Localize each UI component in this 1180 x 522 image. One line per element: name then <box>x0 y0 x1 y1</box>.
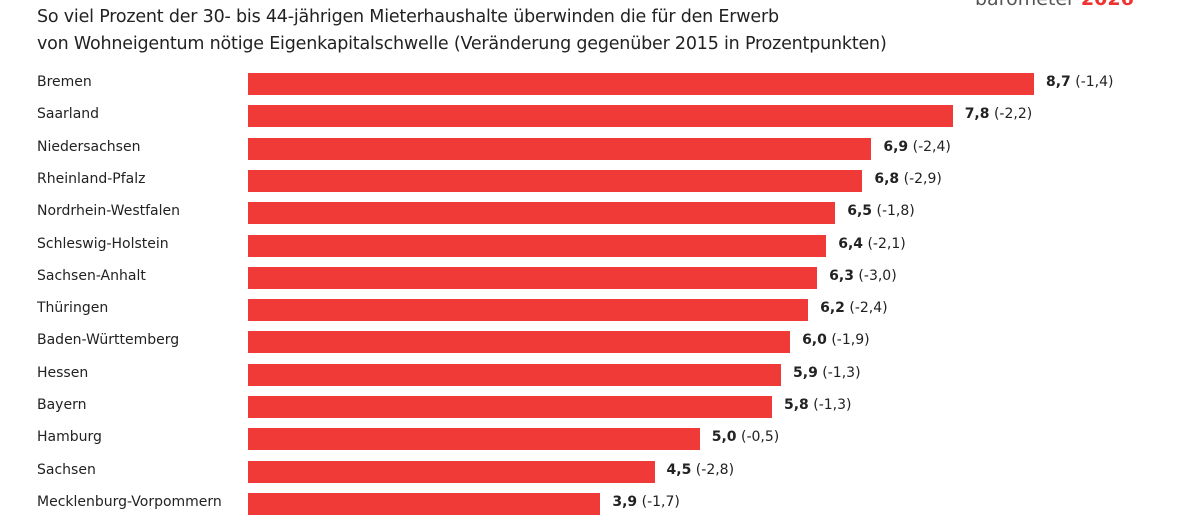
value-label: 6,4 (-2,1) <box>838 235 906 252</box>
bar <box>248 363 782 386</box>
category-label: Hamburg <box>37 429 102 446</box>
bar <box>248 105 953 128</box>
value-label: 5,9 (-1,3) <box>793 364 861 381</box>
bar <box>248 428 700 451</box>
bar-row: Rheinland-Pfalz 6,8 (-2,9) <box>0 167 1180 199</box>
category-label: Sachsen-Anhalt <box>37 267 146 284</box>
bar <box>248 73 1034 95</box>
bar <box>248 299 809 322</box>
category-label: Baden-Württemberg <box>37 332 180 349</box>
bar-row: Hessen 5,9 (-1,3) <box>0 361 1180 393</box>
value-label: 7,8 (-2,2) <box>964 106 1033 123</box>
bar <box>248 137 872 160</box>
bar-row: Nordrhein-Westfalen 6,5 (-1,8) <box>0 199 1180 231</box>
category-label: Sachsen <box>37 461 96 478</box>
bar <box>248 492 601 515</box>
value-label: 6,9 (-2,4) <box>883 138 951 155</box>
bar-row: Bremen 8,7 (-1,4) <box>0 70 1180 102</box>
category-label: Saarland <box>37 106 100 123</box>
bar-row: Sachsen 4,5 (-2,8) <box>0 458 1180 490</box>
value-label: 8,7 (-1,4) <box>1046 74 1114 90</box>
category-label: Thüringen <box>37 300 109 317</box>
value-label: 6,8 (-2,9) <box>874 170 942 187</box>
bar-row: Baden-Württemberg 6,0 (-1,9) <box>0 328 1180 360</box>
chart-title: So viel Prozent der 30- bis 44-jährigen … <box>37 4 887 58</box>
value-label: 6,0 (-1,9) <box>802 332 870 349</box>
value-label: 6,2 (-2,4) <box>820 300 888 317</box>
bar <box>248 234 827 257</box>
value-label: 4,5 (-2,8) <box>666 461 735 478</box>
bar <box>248 202 836 225</box>
bar-row: Bayern 5,8 (-1,3) <box>0 393 1180 425</box>
category-label: Schleswig-Holstein <box>37 235 169 252</box>
bar-row: Hamburg 5,0 (-0,5) <box>0 425 1180 457</box>
bar <box>248 460 655 483</box>
title-line-1: So viel Prozent der 30- bis 44-jährigen … <box>37 7 779 27</box>
bar <box>248 266 818 289</box>
category-label: Bayern <box>37 397 87 413</box>
category-label: Mecklenburg-Vorpommern <box>37 493 222 510</box>
bar-row: Sachsen-Anhalt 6,3 (-3,0) <box>0 264 1180 296</box>
category-label: Rheinland-Pfalz <box>37 170 146 187</box>
bar <box>248 331 791 354</box>
bar-row: Mecklenburg-Vorpommern 3,9 (-1,7) <box>0 490 1180 522</box>
bar-row: Thüringen 6,2 (-2,4) <box>0 296 1180 328</box>
title-line-2: von Wohneigentum nötige Eigenkapitalschw… <box>37 34 887 54</box>
brand-name: barometer <box>975 0 1075 10</box>
category-label: Bremen <box>37 74 92 90</box>
category-label: Nordrhein-Westfalen <box>37 203 180 220</box>
value-label: 3,9 (-1,7) <box>612 493 680 510</box>
bar-row: Niedersachsen 6,9 (-2,4) <box>0 135 1180 167</box>
category-label: Hessen <box>37 364 89 381</box>
brand-text: barometer 2026 <box>975 0 1134 10</box>
bar-row: Saarland 7,8 (-2,2) <box>0 102 1180 134</box>
value-label: 5,0 (-0,5) <box>711 429 780 446</box>
value-label: 5,8 (-1,3) <box>784 397 852 413</box>
value-label: 6,5 (-1,8) <box>847 203 915 220</box>
brand-year: 2026 <box>1081 0 1134 10</box>
category-label: Niedersachsen <box>37 138 141 155</box>
value-label: 6,3 (-3,0) <box>829 267 897 284</box>
bar <box>248 396 772 418</box>
bar-row: Schleswig-Holstein 6,4 (-2,1) <box>0 232 1180 264</box>
bar <box>248 169 863 192</box>
